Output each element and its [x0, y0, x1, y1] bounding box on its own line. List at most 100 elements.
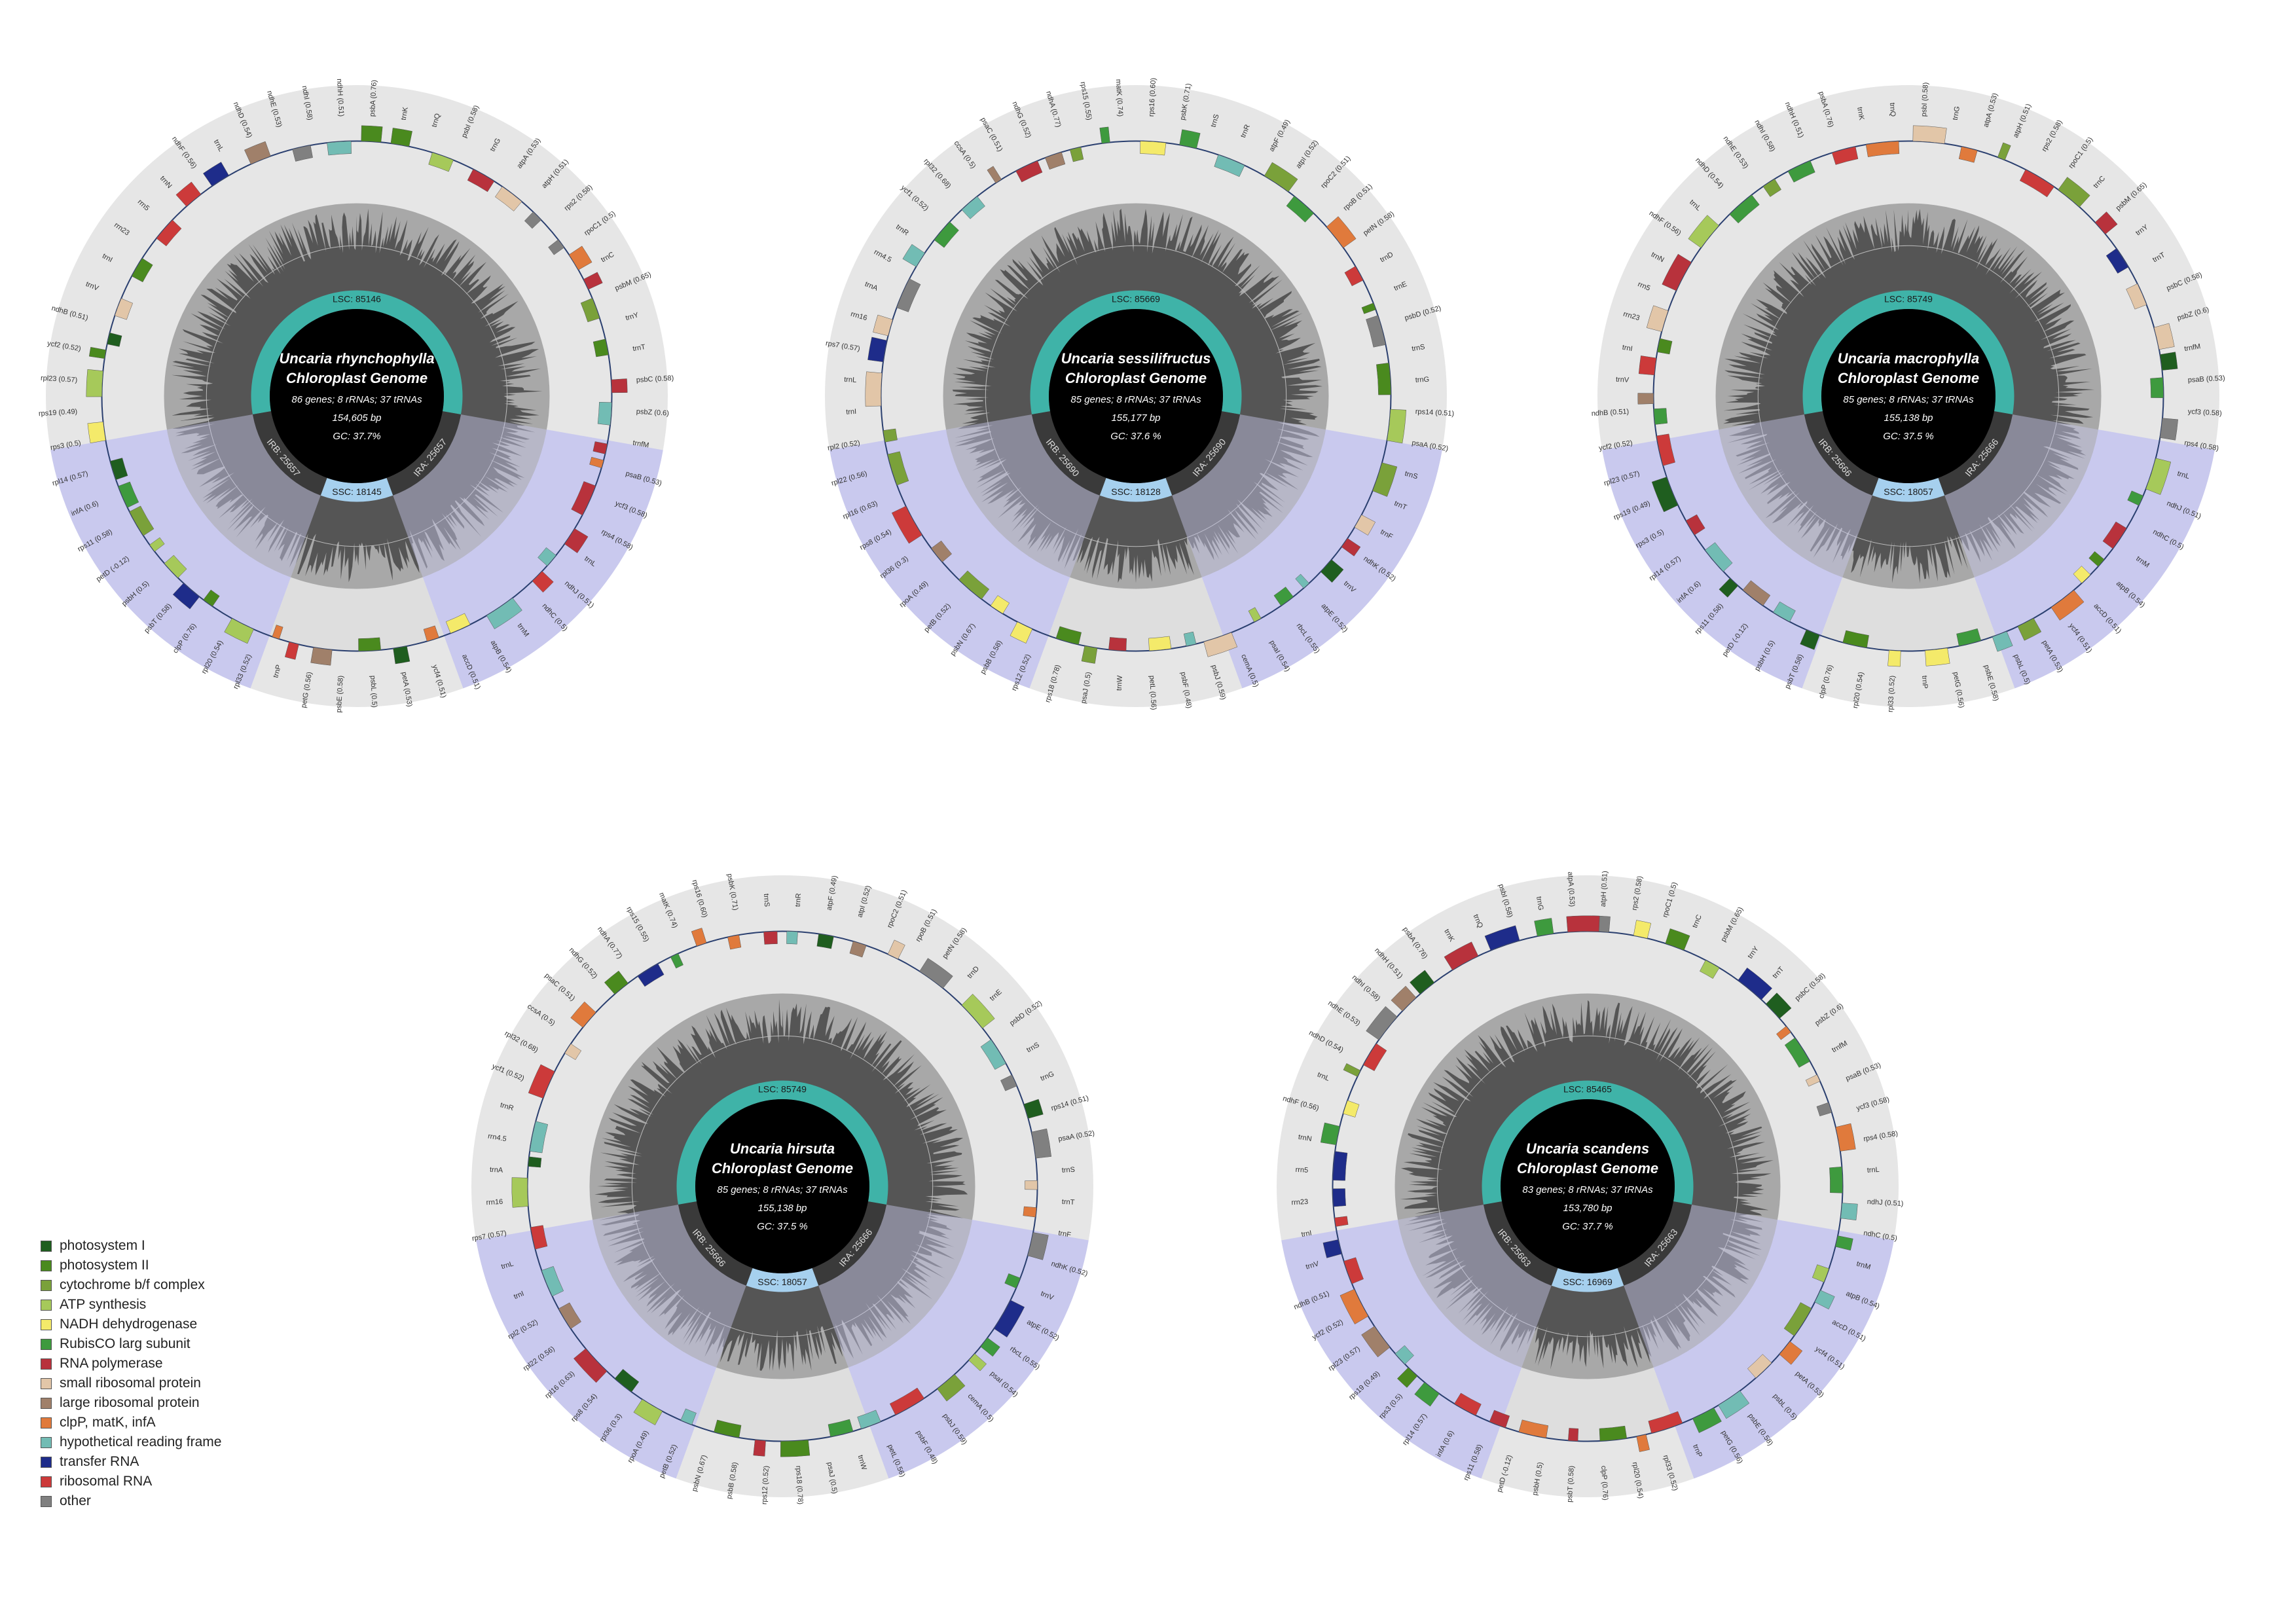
ira-ring: [1617, 1201, 1692, 1286]
lsc-ring: [1482, 1080, 1694, 1205]
gene-block: [958, 570, 990, 600]
gene-block: [530, 1225, 548, 1250]
gene-counts: 86 genes; 8 rRNAs; 37 tRNAs: [291, 394, 422, 405]
species-name: Uncaria sessilifructus: [1061, 350, 1211, 367]
gene-block: [1787, 160, 1815, 183]
gene-block: [902, 244, 925, 267]
gene-block: [358, 637, 381, 651]
legend-swatch: [41, 1476, 52, 1487]
gene-block: [763, 931, 778, 945]
gene-block: [87, 422, 106, 444]
genome-subtitle: Chloroplast Genome: [1517, 1160, 1658, 1176]
gene-label: atpH (0.51): [1599, 871, 1609, 907]
gene-block: [467, 169, 495, 192]
gene-block: [2153, 323, 2175, 350]
gene-block: [1812, 1264, 1829, 1283]
ira-ring: [812, 1201, 887, 1286]
gene-label: trnG: [1952, 105, 1961, 120]
gene-block: [1636, 1434, 1650, 1452]
gene-block: [2094, 211, 2118, 234]
legend-item: photosystem I: [41, 1236, 221, 1256]
gene-label: trnI: [1301, 1229, 1313, 1239]
gene-counts: 83 genes; 8 rRNAs; 37 tRNAs: [1522, 1184, 1653, 1195]
gene-label: trnS: [762, 894, 771, 907]
legend-label: small ribosomal protein: [60, 1375, 201, 1391]
gene-block: [1387, 409, 1406, 444]
ssc-ring: [1099, 477, 1173, 502]
lsc-ring: [676, 1080, 888, 1205]
gene-label: trnK: [400, 106, 410, 121]
gene-block: [2058, 177, 2090, 208]
gene-block: [1958, 146, 1978, 163]
gene-block: [1738, 967, 1773, 1000]
gene-label: rps14 (0.51): [1415, 408, 1454, 418]
genome-map: psbI (0.58) trnG atpA (0.53) atpH (0.51) rps…: [1591, 82, 2225, 712]
ir-shade: [1397, 1204, 1553, 1368]
gene-label: rps19 (0.49): [39, 408, 78, 418]
gene-label: trnN: [1298, 1133, 1313, 1143]
legend-label: RubisCO larg subunit: [60, 1336, 191, 1351]
center-disc: [1821, 309, 1995, 483]
gene-block: [1295, 573, 1309, 589]
ssc-ring: [746, 1267, 819, 1292]
gene-label: trnS: [1404, 469, 1419, 481]
gene-label: rps18 (0.78): [794, 1465, 804, 1504]
gene-block: [1925, 647, 1950, 666]
ir-shade: [817, 1204, 973, 1368]
species-name: Uncaria rhynchophylla: [279, 350, 434, 367]
gene-block: [1372, 462, 1398, 497]
legend-item: hypothetical reading frame: [41, 1432, 221, 1452]
gene-block: [203, 162, 229, 187]
gene-block: [670, 953, 683, 969]
legend-label: photosystem I: [60, 1238, 145, 1253]
gene-label: trnR: [794, 893, 803, 907]
gene-block: [1567, 1428, 1579, 1442]
gene-block: [494, 186, 522, 211]
species-name: Uncaria scandens: [1526, 1140, 1649, 1157]
legend-swatch: [41, 1260, 52, 1271]
gene-block: [2073, 566, 2091, 584]
gene-block: [115, 298, 134, 320]
gene-block: [919, 958, 953, 989]
gene-block: [2145, 458, 2172, 495]
gene-label: trnL: [844, 376, 857, 384]
gene-block: [1081, 646, 1098, 664]
gene-block: [1534, 918, 1554, 937]
gene-block: [1705, 542, 1733, 572]
gene-block: [1638, 355, 1657, 376]
lsc-ring: [1030, 290, 1242, 415]
gene-label: ycf3 (0.58): [2187, 408, 2222, 418]
gene-block: [1773, 601, 1796, 623]
ira-ring: [1938, 411, 2013, 496]
ssc-label: SSC: 18145: [332, 486, 382, 497]
lsc-label: LSC: 85146: [333, 293, 381, 304]
gene-label: trnS: [1411, 343, 1425, 353]
gene-label: rps16 (0.60): [1148, 78, 1157, 117]
gene-block: [2150, 377, 2164, 398]
gene-block: [564, 1043, 582, 1061]
gene-block: [889, 1387, 924, 1415]
legend-label: transfer RNA: [60, 1454, 139, 1469]
gene-block: [244, 141, 271, 165]
gene-label: psbA (0.76): [369, 80, 378, 117]
gene-block: [272, 625, 283, 640]
gene-block: [1956, 628, 1982, 647]
gene-block: [548, 239, 564, 255]
gene-block: [597, 401, 612, 426]
gene-block: [865, 371, 883, 407]
gene-block: [937, 1374, 966, 1402]
gene-label: rrn16: [486, 1198, 503, 1207]
legend-swatch: [41, 1240, 52, 1252]
gene-label: clpP (0.76): [1599, 1465, 1609, 1501]
gene-block: [1637, 393, 1654, 405]
gene-label: trnG: [1415, 376, 1429, 384]
gene-label: rpl33 (0.52): [1887, 675, 1897, 712]
gene-block: [786, 931, 798, 945]
gene-block: [1069, 147, 1084, 162]
gene-block: [445, 613, 471, 634]
gene-block: [1273, 587, 1294, 606]
gene-block: [1286, 196, 1315, 223]
gene-label: trnR: [500, 1101, 515, 1112]
gene-block: [1829, 1166, 1843, 1193]
gene-block: [2019, 169, 2054, 198]
